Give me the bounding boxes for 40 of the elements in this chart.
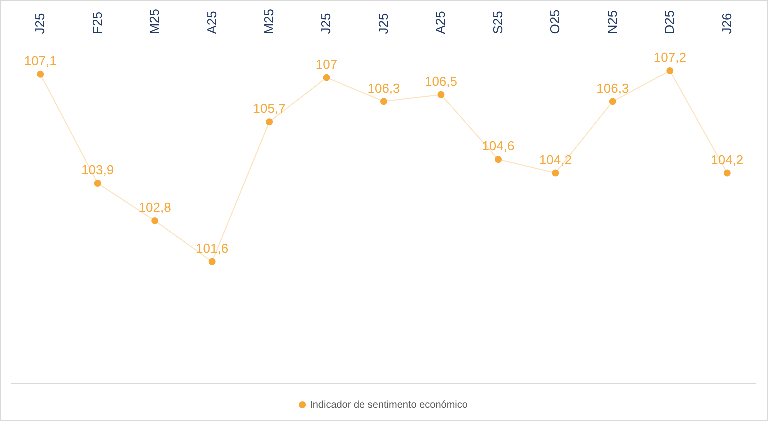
x-tick-label: J26: [719, 13, 734, 34]
point: [494, 156, 502, 164]
x-tick-label: D25: [662, 10, 678, 34]
point: [380, 98, 388, 106]
point: [666, 68, 674, 75]
point: [724, 170, 731, 177]
data-label: 104,2: [539, 152, 572, 168]
point: [94, 180, 102, 187]
point: [266, 118, 274, 126]
point: [323, 74, 330, 82]
data-label: 102,8: [138, 200, 172, 216]
data-label: 104,2: [711, 152, 744, 168]
data-label: 101,6: [196, 240, 229, 256]
data-label: 107: [316, 56, 338, 72]
data-label: 105,7: [253, 101, 286, 116]
x-tick-label: J25: [376, 13, 391, 34]
data-label: 106,3: [368, 80, 400, 96]
point: [152, 217, 159, 224]
x-tick-label: A25: [433, 11, 448, 34]
data-label: 107,1: [24, 53, 57, 68]
x-tick-label: N25: [604, 10, 620, 34]
point: [37, 70, 44, 78]
data-label: 106,5: [424, 74, 458, 89]
x-tick-label: M25: [147, 8, 162, 34]
point: [438, 91, 445, 98]
data-label: 103,9: [82, 162, 114, 178]
legend-label: Indicador de sentimento económico: [310, 400, 468, 411]
data-label: 106,3: [596, 80, 630, 96]
x-tick-label: J25: [32, 13, 48, 34]
data-label: 104,6: [482, 138, 515, 154]
point: [552, 170, 560, 177]
x-tick-label: F25: [90, 12, 105, 34]
x-tick-label: S25: [490, 11, 506, 34]
x-tick-label: A25: [204, 11, 220, 34]
x-tick-label: M25: [262, 8, 277, 34]
x-tick-label: J25: [318, 13, 334, 34]
x-tick-label: O25: [548, 10, 563, 34]
point: [609, 98, 616, 106]
data-label: 107,2: [654, 50, 686, 66]
point: [208, 258, 216, 266]
